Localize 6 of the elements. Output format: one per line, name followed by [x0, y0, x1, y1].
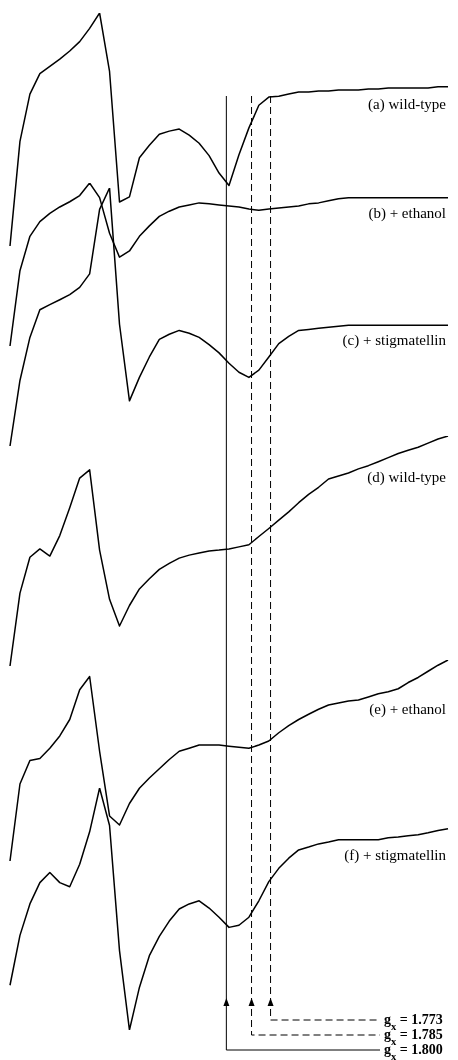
series-label: (c) + stigmatellin	[342, 332, 447, 350]
series-label: (e) + ethanol	[369, 700, 446, 718]
series-label: (b) + ethanol	[368, 204, 446, 222]
series-label: (f) + stigmatellin	[344, 846, 447, 864]
series-label: (a) wild-type	[368, 95, 447, 113]
series-label: (d) wild-type	[367, 468, 447, 486]
